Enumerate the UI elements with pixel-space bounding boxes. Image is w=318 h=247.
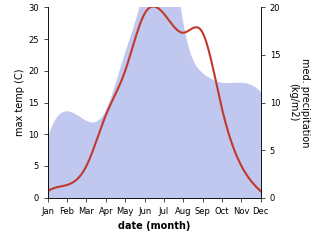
X-axis label: date (month): date (month) — [118, 221, 190, 231]
Y-axis label: med. precipitation
(kg/m2): med. precipitation (kg/m2) — [289, 58, 310, 147]
Y-axis label: max temp (C): max temp (C) — [15, 69, 25, 136]
